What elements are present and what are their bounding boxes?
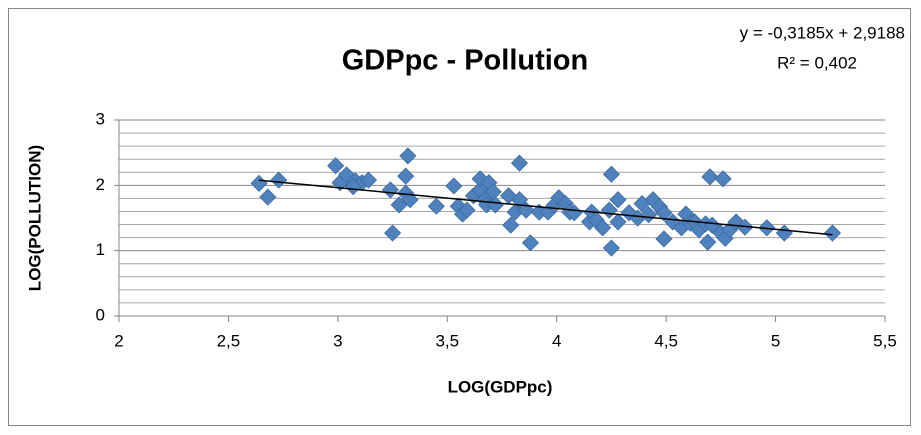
- x-tick-label: 2,5: [217, 331, 241, 350]
- chart-title: GDPpc - Pollution: [342, 45, 589, 77]
- point: [602, 239, 620, 257]
- y-tick-label: 3: [96, 109, 105, 128]
- y-axis-label: LOG(POLLUTION): [25, 145, 44, 291]
- x-tick-label: 5,5: [873, 331, 897, 350]
- point: [327, 157, 345, 175]
- trendline: [258, 179, 833, 236]
- x-tick-label: 4,5: [654, 331, 678, 350]
- point: [397, 167, 415, 185]
- x-tick-label: 3: [333, 331, 342, 350]
- point: [259, 188, 277, 206]
- y-tick-label: 1: [96, 240, 105, 259]
- point: [701, 168, 719, 186]
- point: [384, 224, 402, 242]
- y-tick-label: 0: [96, 305, 105, 324]
- point: [640, 206, 658, 224]
- x-tick-label: 4: [552, 331, 561, 350]
- point: [458, 201, 476, 219]
- point: [270, 171, 288, 189]
- x-tick-label: 5: [771, 331, 780, 350]
- point: [655, 204, 673, 222]
- x-tick-label: 3,5: [435, 331, 459, 350]
- trend-equation: y = -0,3185x + 2,9188: [740, 23, 905, 42]
- point: [399, 147, 417, 165]
- point: [445, 177, 463, 195]
- x-tick-label: 2: [114, 331, 123, 350]
- point: [510, 154, 529, 172]
- point: [602, 165, 620, 183]
- point: [510, 191, 529, 209]
- point: [823, 224, 842, 242]
- point: [609, 213, 627, 231]
- point: [714, 170, 732, 188]
- point: [381, 181, 399, 199]
- point: [344, 178, 362, 196]
- point: [699, 233, 717, 251]
- point: [594, 219, 612, 237]
- point: [550, 189, 568, 207]
- point: [655, 230, 673, 248]
- point: [609, 191, 627, 209]
- x-axis-label: LOG(GDPpc): [448, 377, 553, 396]
- y-tick-label: 2: [96, 175, 105, 194]
- point: [502, 216, 520, 234]
- point: [359, 171, 378, 189]
- trend-r-squared: R² = 0,402: [777, 53, 857, 72]
- point: [521, 234, 540, 252]
- point: [427, 197, 445, 215]
